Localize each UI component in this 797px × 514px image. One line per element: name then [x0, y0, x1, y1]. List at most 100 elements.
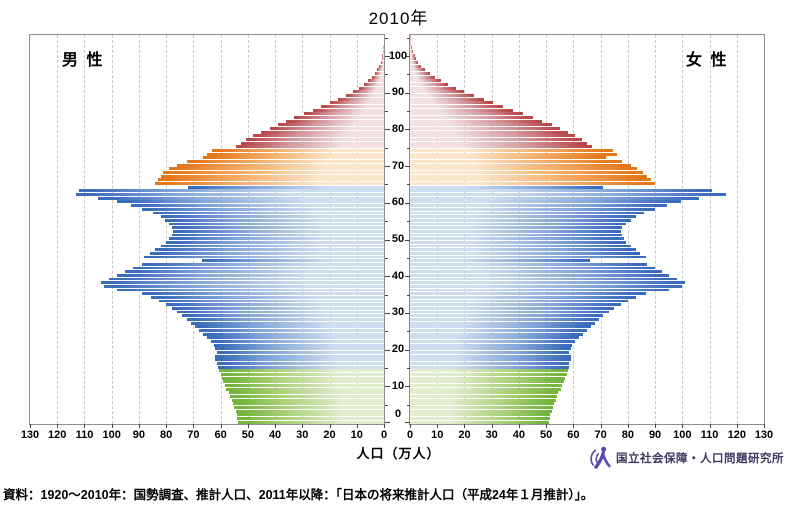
pyramid-bar-female-age-81 — [410, 123, 552, 127]
age-axis-label: 50 — [391, 233, 405, 245]
pyramid-bar-male-age-25 — [198, 328, 384, 332]
pyramid-bar-male-age-40 — [117, 273, 384, 277]
pyramid-bar-male-age-90 — [352, 90, 384, 94]
pyramid-bar-female-age-83 — [410, 116, 533, 119]
pyramid-bar-female-age-25 — [410, 328, 587, 332]
age-axis-tick — [385, 239, 390, 241]
x-axis-tick-label: 70 — [187, 429, 200, 441]
age-axis-tick — [385, 257, 388, 259]
age-axis-tick — [407, 367, 410, 369]
age-axis-tick — [405, 349, 410, 351]
age-axis-tick — [405, 166, 410, 168]
age-axis-tick — [385, 37, 388, 39]
pyramid-bar-female-age-2 — [410, 413, 551, 417]
pyramid-bar-female-age-100 — [410, 53, 415, 57]
age-axis-tick — [407, 111, 410, 113]
pyramid-bar-male-age-17 — [215, 358, 384, 362]
pyramid-bar-female-age-87 — [410, 101, 494, 105]
gridline — [464, 35, 466, 424]
pyramid-bar-female-age-55 — [410, 218, 631, 222]
x-axis-tick-label: 0 — [406, 429, 414, 441]
pyramid-bar-male-age-55 — [164, 218, 384, 222]
pyramid-bar-male-age-28 — [186, 317, 384, 321]
institute-logo: 国立社会保障・人口問題研究所 — [588, 445, 784, 471]
pyramid-bar-female-age-65 — [410, 182, 656, 186]
age-axis-label: 60 — [391, 196, 405, 209]
pyramid-bar-male-age-37 — [103, 284, 384, 288]
x-axis-tick — [84, 424, 86, 428]
pyramid-bar-male-age-65 — [155, 182, 384, 186]
gridline — [57, 35, 59, 424]
pyramid-bar-female-age-52 — [410, 229, 622, 233]
pyramid-bar-female-age-27 — [410, 321, 596, 325]
x-axis-tick — [111, 424, 113, 428]
gridline — [546, 35, 548, 424]
x-axis-tick — [437, 424, 439, 428]
pyramid-bar-female-age-92 — [410, 83, 449, 86]
pyramid-bar-female-age-29 — [410, 314, 604, 318]
pyramid-bar-female-age-75 — [410, 145, 593, 149]
age-axis-tick — [407, 257, 410, 259]
pyramid-bar-male-age-89 — [345, 94, 384, 97]
pyramid-bar-male-age-46 — [149, 251, 384, 255]
pyramid-bar-female-age-77 — [410, 138, 582, 141]
female-label: 女 性 — [686, 52, 729, 69]
pyramid-bar-female-age-12 — [410, 376, 566, 380]
pyramid-bar-female-age-41 — [410, 270, 662, 274]
pyramid-bar-female-age-51 — [410, 233, 623, 237]
x-axis-tick-label: 130 — [754, 429, 774, 441]
pyramid-bar-female-age-57 — [410, 211, 645, 215]
gridline — [573, 35, 575, 424]
pyramid-bar-female-age-19 — [410, 350, 570, 354]
pyramid-bar-female-age-68 — [410, 171, 643, 175]
age-axis-label: 90 — [391, 86, 405, 99]
x-axis-tick-label: 120 — [48, 429, 67, 441]
pyramid-bar-male-age-8 — [228, 391, 384, 395]
pyramid-bar-female-age-86 — [410, 105, 503, 108]
gridline — [518, 35, 520, 424]
pyramid-bar-female-age-73 — [410, 152, 617, 156]
age-axis-tick — [385, 56, 390, 58]
pyramid-bar-female-age-24 — [410, 332, 583, 336]
pyramid-bar-male-age-38 — [100, 281, 384, 285]
x-axis-tick-label: 0 — [380, 429, 388, 441]
pyramid-bar-female-age-14 — [410, 369, 568, 373]
pyramid-bar-male-age-15 — [217, 365, 384, 369]
x-axis-tick-label: 130 — [20, 429, 40, 441]
pyramid-bar-female-age-1 — [410, 417, 551, 420]
x-axis-tick-label: 110 — [75, 429, 94, 441]
pyramid-bar-male-age-34 — [151, 295, 384, 299]
pyramid-bar-male-age-86 — [321, 105, 384, 108]
x-axis-tick — [356, 424, 358, 428]
pyramid-bar-male-age-78 — [253, 134, 384, 138]
pyramid-bar-male-age-50 — [168, 237, 384, 241]
x-axis-tick — [193, 424, 195, 428]
pyramid-bar-male-age-31 — [171, 306, 384, 310]
gridline — [111, 35, 113, 424]
pyramid-bar-female-age-66 — [410, 178, 651, 182]
pyramid-bar-female-age-79 — [410, 130, 568, 134]
pyramid-bar-male-age-51 — [171, 233, 384, 237]
pyramid-bar-female-age-99 — [410, 57, 417, 61]
x-axis-tick — [30, 424, 31, 428]
pyramid-bar-male-age-20 — [215, 347, 384, 351]
pyramid-bar-male-age-93 — [368, 79, 384, 83]
gridline — [275, 35, 277, 424]
pyramid-bar-male-age-101 — [382, 50, 384, 53]
pyramid-bar-male-age-82 — [285, 119, 384, 123]
pyramid-bar-female-age-39 — [410, 277, 677, 281]
gridline — [193, 35, 195, 424]
x-axis-tick — [302, 424, 304, 428]
pyramid-bar-male-age-1 — [236, 417, 384, 420]
x-axis-tick — [410, 424, 411, 428]
pyramid-bar-female-age-35 — [410, 292, 646, 296]
gridline — [655, 35, 657, 424]
age-axis-tick — [405, 422, 410, 423]
pyramid-bar-male-age-47 — [155, 248, 384, 252]
pyramid-bar-male-age-2 — [236, 413, 384, 417]
age-axis-tick — [407, 74, 410, 76]
age-axis-tick — [385, 111, 388, 113]
pyramid-bar-female-age-76 — [410, 141, 587, 145]
gridline — [682, 35, 684, 424]
